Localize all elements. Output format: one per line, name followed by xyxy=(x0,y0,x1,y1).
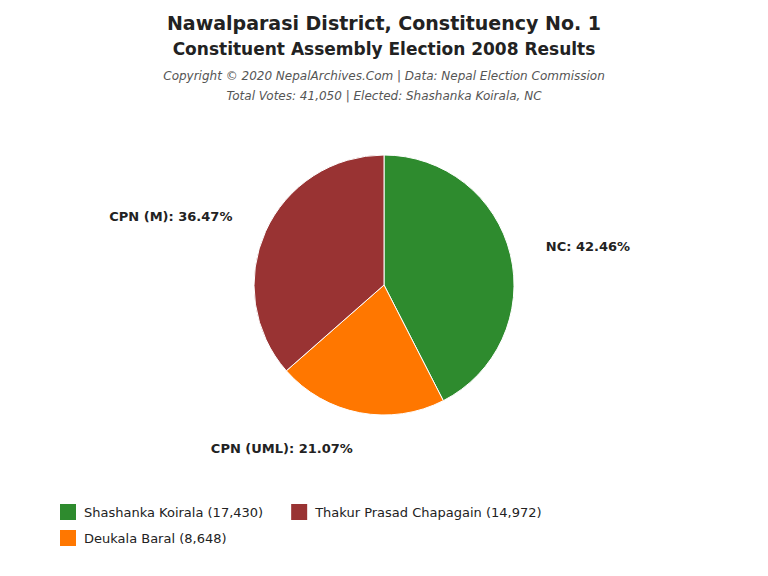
data-label: CPN (M): 36.47% xyxy=(109,209,232,224)
header: Nawalparasi District, Constituency No. 1… xyxy=(163,12,605,103)
data-label: CPN (UML): 21.07% xyxy=(211,441,353,456)
annotation: Copyright © 2020 NepalArchives.Com | Dat… xyxy=(163,69,605,83)
data-labels: NC: 42.46% CPN (UML): 21.07% CPN (M): 36.4… xyxy=(109,209,630,456)
chart: Nawalparasi District, Constituency No. 1… xyxy=(0,0,768,576)
legend-swatch xyxy=(291,504,307,520)
subtitle: Constituent Assembly Election 2008 Resul… xyxy=(173,39,596,59)
legend-item: Shashanka Koirala (17,430) xyxy=(60,504,263,520)
data-label: NC: 42.46% xyxy=(546,239,630,254)
legend-item: Deukala Baral (8,648) xyxy=(60,530,227,546)
annotation: Total Votes: 41,050 | Elected: Shashanka… xyxy=(226,89,542,103)
legend: Shashanka Koirala (17,430) Thakur Prasad … xyxy=(60,504,542,546)
legend-label: Deukala Baral (8,648) xyxy=(84,531,227,546)
legend-swatch xyxy=(60,530,76,546)
legend-label: Shashanka Koirala (17,430) xyxy=(84,505,263,520)
legend-swatch xyxy=(60,504,76,520)
legend-label: Thakur Prasad Chapagain (14,972) xyxy=(314,505,541,520)
title: Nawalparasi District, Constituency No. 1 xyxy=(167,12,601,34)
legend-item: Thakur Prasad Chapagain (14,972) xyxy=(291,504,541,520)
pie-slice xyxy=(254,155,384,371)
pie xyxy=(254,155,514,415)
